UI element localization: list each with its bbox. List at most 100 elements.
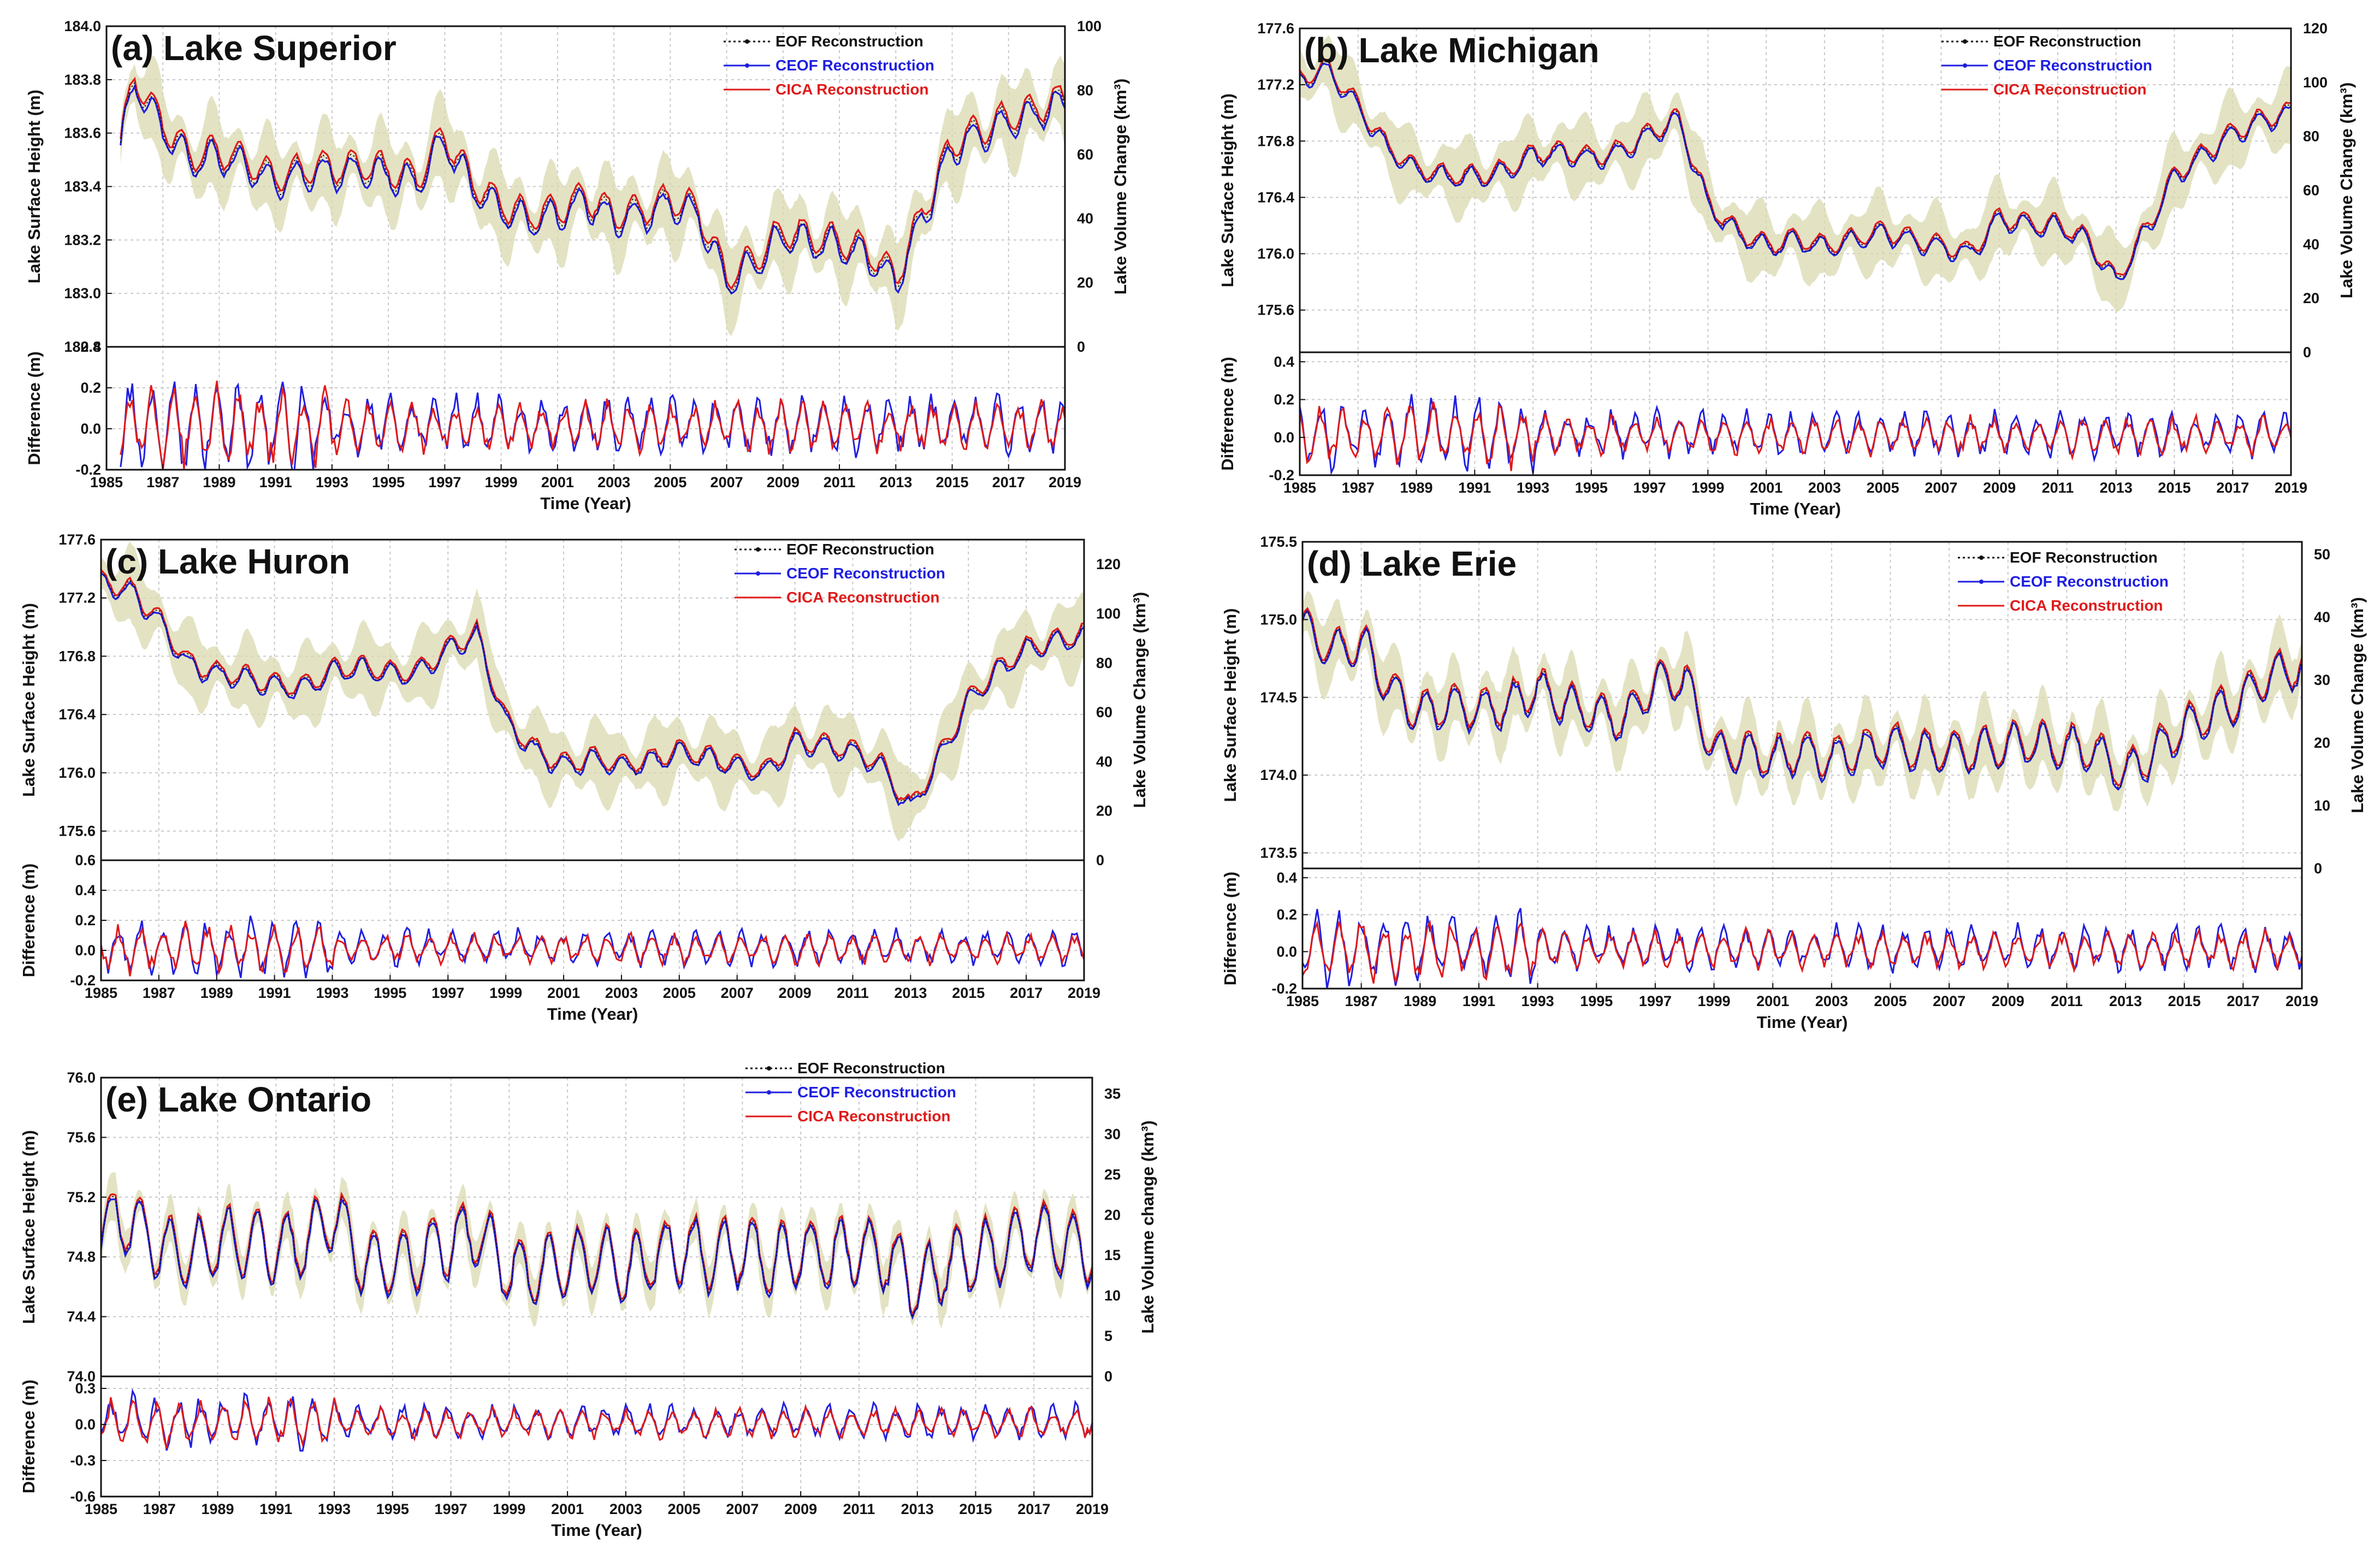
y-tick-label: 177.2 [58,590,96,606]
difference-axes-frame [105,346,1066,471]
diff-tick-label: -0.2 [1269,467,1294,483]
diff-tick-label: 0.0 [75,942,96,959]
x-tick-label: 1989 [201,1501,234,1517]
diff-tick-label: 0.2 [1274,392,1294,408]
y2-tick-label: 100 [1096,605,1121,622]
x-tick-label: 2009 [767,474,800,490]
y-tick-label: 75.2 [67,1189,96,1205]
x-tick-label: 2009 [1983,480,2016,496]
x-tick-label: 1993 [1521,993,1554,1009]
y-tick-label: 74.0 [67,1368,96,1385]
y-tick-label: 174.5 [1260,689,1297,706]
panel-c: 1985 1987 1989 1991 1993 1995 1997 1999 2001 2003… [19,531,1149,1024]
diff-tick-label: 0.0 [75,1416,96,1433]
x-tick-label: 2019 [1049,474,1081,490]
x-tick-label: 1993 [316,474,348,490]
x-tick-label: 1987 [146,474,179,490]
y2-tick-label: 5 [1104,1328,1112,1344]
y2-tick-label: 20 [1096,803,1112,819]
y-tick-label: 175.0 [1260,611,1297,628]
x-tick-label: 2005 [654,474,686,490]
diff-tick-label: 0.4 [1276,870,1297,886]
x-axis-label: Time (Year) [547,1004,638,1024]
legend: EOF Reconstruction CEOF Reconstruction CIC… [735,541,945,606]
legend-marker [1979,555,1984,560]
y2-tick-label: 40 [2303,236,2319,252]
legend: EOF Reconstruction CEOF Reconstruction CIC… [724,33,934,98]
y2-tick-label: 100 [1077,18,1102,34]
panel-title: (d) Lake Erie [1307,544,1517,583]
ceof-series-line [120,84,1066,295]
y-axis-label: Lake Surface Height (m) [1218,93,1237,287]
y-tick-label: 176.8 [58,648,96,664]
x-tick-label: 1995 [1575,480,1608,496]
panel-d: 1985 1987 1989 1991 1993 1995 1997 1999 2001 2003… [1221,534,2367,1032]
diff-tick-label: -0.2 [70,972,96,989]
legend-label: CICA Reconstruction [786,589,940,606]
y-tick-label: 75.6 [67,1129,96,1145]
x-tick-label: 1985 [85,985,117,1001]
x-tick-label: 2013 [894,985,927,1001]
y-tick-label: 183.0 [64,285,101,301]
x-tick-label: 2005 [1874,993,1907,1009]
panel-title: (b) Lake Michigan [1304,31,1600,70]
x-tick-label: 2009 [779,985,812,1001]
diff-tick-label: 0.4 [75,882,96,898]
x-tick-label: 2019 [1076,1501,1109,1517]
legend: EOF Reconstruction CEOF Reconstruction CIC… [745,1060,956,1125]
diff-tick-label: 0.6 [75,852,96,868]
diff-tick-label: -0.6 [70,1488,96,1505]
cica-difference-line [100,920,1085,977]
x-tick-label: 1999 [485,474,518,490]
y-tick-label: 176.0 [1257,246,1294,262]
y2-tick-label: 25 [1104,1166,1121,1182]
x-tick-label: 1987 [1345,993,1378,1009]
legend-marker [767,1066,771,1071]
legend-label: CEOF Reconstruction [1993,57,2152,74]
diff-tick-label: 0.0 [80,421,101,437]
y-tick-label: 175.6 [58,823,96,839]
y-tick-label: 176.8 [1257,133,1294,149]
y2-tick-label: 30 [1104,1126,1121,1142]
y2-tick-label: 20 [2303,290,2319,306]
difference-axis-label: Difference (m) [25,351,44,465]
y2-tick-label: 35 [1104,1086,1121,1102]
panel-title: (a) Lake Superior [111,28,396,68]
y-tick-label: 175.5 [1260,534,1297,550]
x-tick-label: 2007 [711,474,743,490]
x-tick-label: 1985 [1283,480,1316,496]
diff-tick-label: -0.3 [70,1452,96,1469]
x-tick-label: 2001 [1750,480,1783,496]
x-tick-label: 2017 [992,474,1025,490]
x-tick-label: 1993 [318,1501,351,1517]
difference-axes-frame [1301,867,2303,990]
y-tick-label: 74.4 [67,1309,96,1325]
y2-tick-label: 20 [1077,275,1093,291]
y2-tick-label: 60 [1077,146,1093,163]
x-tick-label: 1987 [1342,480,1375,496]
diff-tick-label: 0.0 [1274,429,1294,446]
y2-tick-label: 15 [1104,1247,1121,1263]
x-tick-label: 2019 [2275,480,2307,496]
diff-tick-label: -0.2 [75,462,101,478]
x-tick-label: 2003 [1815,993,1848,1009]
y2-tick-label: 20 [2314,735,2330,751]
x-tick-label: 1995 [376,1501,409,1517]
x-axis-label: Time (Year) [1757,1013,1848,1032]
x-tick-label: 2011 [2042,480,2074,496]
legend-marker [1963,39,1967,44]
x-tick-label: 2011 [843,1501,875,1517]
x-tick-label: 1997 [431,985,464,1001]
x-tick-label: 2015 [959,1501,992,1517]
y2-axis-label: Lake Volume change (km³) [1138,1120,1157,1333]
x-tick-label: 1997 [428,474,461,490]
y2-tick-label: 0 [2303,344,2311,360]
x-tick-label: 2013 [879,474,912,490]
x-tick-label: 1995 [1580,993,1613,1009]
cica-series-line [1299,58,2292,276]
y2-tick-label: 60 [1096,704,1112,720]
difference-axes-frame [100,1375,1093,1498]
x-tick-label: 1989 [1404,993,1436,1009]
legend-marker [756,571,760,576]
x-tick-label: 2003 [1808,480,1841,496]
